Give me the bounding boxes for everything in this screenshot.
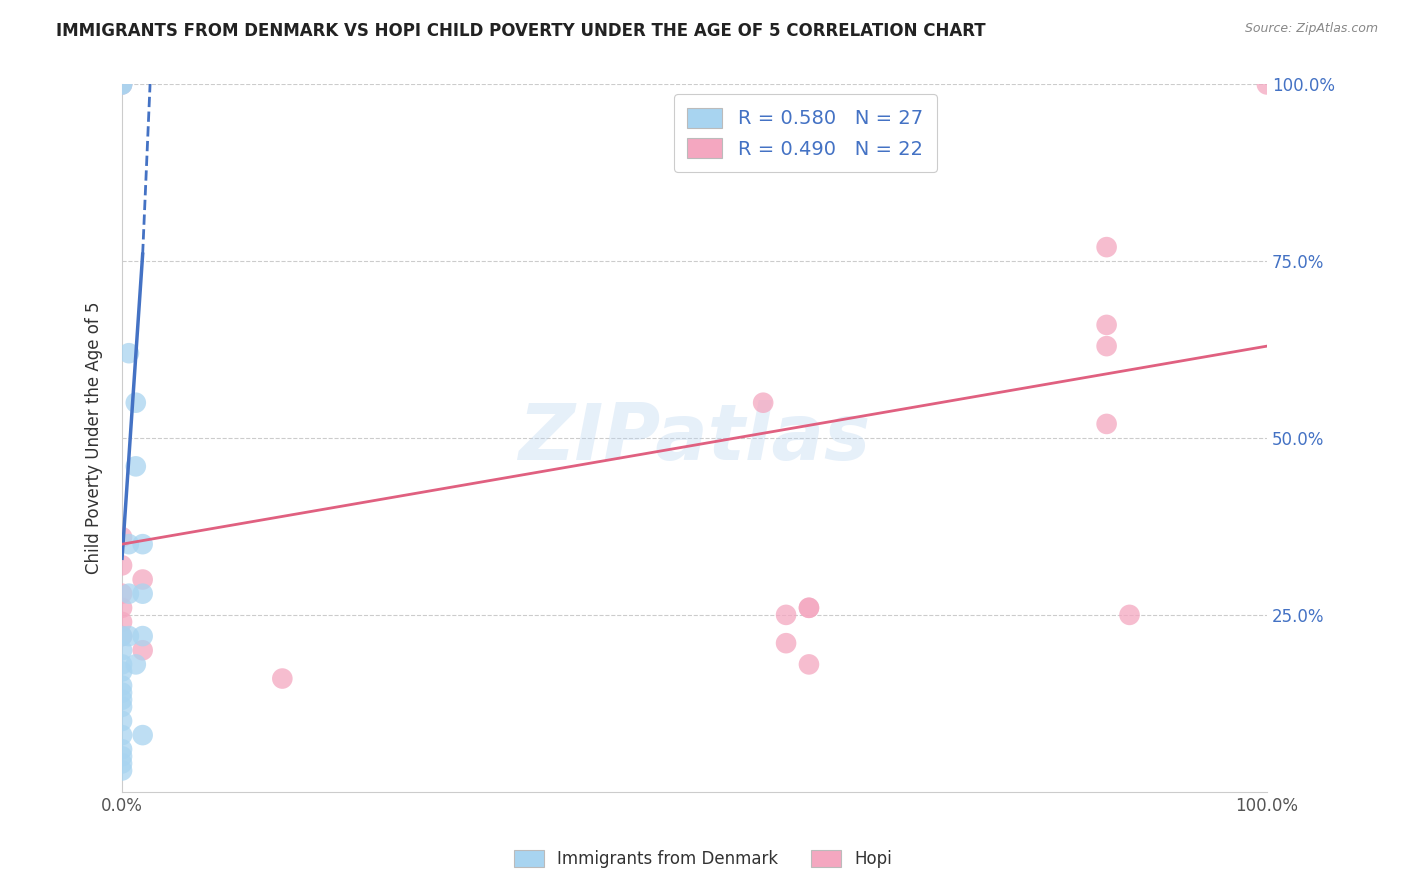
Point	[1095, 339, 1118, 353]
Point	[111, 600, 134, 615]
Point	[131, 587, 153, 601]
Point	[111, 558, 134, 573]
Point	[111, 629, 134, 643]
Point	[111, 728, 134, 742]
Point	[797, 657, 820, 672]
Point	[131, 728, 153, 742]
Point	[125, 395, 148, 409]
Point	[111, 749, 134, 764]
Point	[775, 607, 797, 622]
Point	[118, 629, 141, 643]
Point	[111, 699, 134, 714]
Point	[125, 459, 148, 474]
Point	[111, 686, 134, 700]
Point	[118, 587, 141, 601]
Point	[111, 643, 134, 657]
Point	[111, 78, 134, 92]
Point	[111, 764, 134, 778]
Point	[111, 615, 134, 629]
Point	[131, 537, 153, 551]
Point	[111, 742, 134, 756]
Point	[131, 573, 153, 587]
Text: ZIPatlas: ZIPatlas	[519, 401, 870, 476]
Point	[111, 530, 134, 544]
Point	[1118, 607, 1140, 622]
Text: IMMIGRANTS FROM DENMARK VS HOPI CHILD POVERTY UNDER THE AGE OF 5 CORRELATION CHA: IMMIGRANTS FROM DENMARK VS HOPI CHILD PO…	[56, 22, 986, 40]
Point	[1095, 417, 1118, 431]
Y-axis label: Child Poverty Under the Age of 5: Child Poverty Under the Age of 5	[86, 301, 103, 574]
Point	[111, 629, 134, 643]
Point	[131, 643, 153, 657]
Point	[131, 629, 153, 643]
Point	[271, 672, 294, 686]
Point	[111, 587, 134, 601]
Point	[797, 600, 820, 615]
Text: Source: ZipAtlas.com: Source: ZipAtlas.com	[1244, 22, 1378, 36]
Point	[111, 756, 134, 771]
Point	[111, 714, 134, 728]
Point	[1095, 318, 1118, 332]
Point	[797, 600, 820, 615]
Legend: R = 0.580   N = 27, R = 0.490   N = 22: R = 0.580 N = 27, R = 0.490 N = 22	[673, 95, 936, 172]
Legend: Immigrants from Denmark, Hopi: Immigrants from Denmark, Hopi	[508, 843, 898, 875]
Point	[1256, 78, 1278, 92]
Point	[118, 346, 141, 360]
Point	[111, 665, 134, 679]
Point	[111, 679, 134, 693]
Point	[111, 692, 134, 706]
Point	[118, 537, 141, 551]
Point	[1095, 240, 1118, 254]
Point	[752, 395, 775, 409]
Point	[111, 78, 134, 92]
Point	[111, 657, 134, 672]
Point	[111, 78, 134, 92]
Point	[775, 636, 797, 650]
Point	[125, 657, 148, 672]
